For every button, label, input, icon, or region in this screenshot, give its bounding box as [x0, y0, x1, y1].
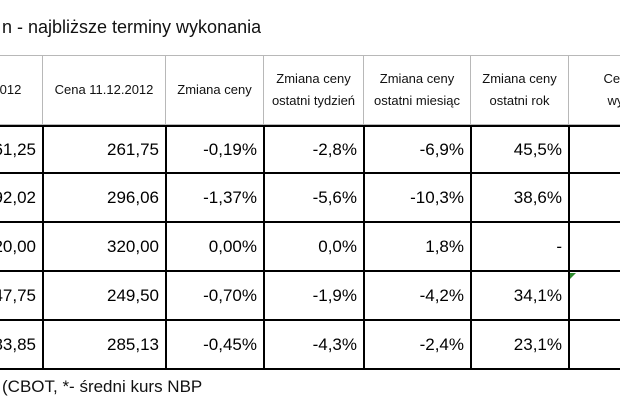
- table-cell: 34,1%: [470, 270, 570, 321]
- header-text: wyraż: [607, 93, 620, 108]
- table-cell: 38,6%: [470, 172, 570, 223]
- header-text: ostatni rok: [489, 93, 550, 108]
- header-text: Cena 1: [603, 71, 620, 86]
- header-cell: Zmiana ceny ostatni miesiąc: [363, 55, 471, 125]
- table-cell: [568, 221, 620, 272]
- table-cell: 61,25: [0, 125, 44, 174]
- header-text: Zmiana ceny: [482, 71, 557, 86]
- table-cell: 0,00%: [165, 221, 265, 272]
- header-cell: Cena 11.12.2012: [42, 55, 166, 125]
- header-cell: Cena 1 wyraż: [568, 55, 620, 125]
- table-cell: 45,5%: [470, 125, 570, 174]
- table-cell: 92,02: [0, 172, 44, 223]
- table-cell: 20,00: [0, 221, 44, 272]
- table-cell: -2,4%: [363, 319, 472, 370]
- table-cell: 261,75: [42, 125, 167, 174]
- table-cell: [568, 172, 620, 223]
- header-cell: Zmiana ceny ostatni tydzień: [263, 55, 364, 125]
- table-cell: 47,75: [0, 270, 44, 321]
- header-cell: Zmiana ceny ostatni rok: [470, 55, 569, 125]
- header-text: 2.2012: [0, 82, 22, 97]
- table-cell: -6,9%: [363, 125, 472, 174]
- table-cell: -2,8%: [263, 125, 365, 174]
- table-cell: -4,2%: [363, 270, 472, 321]
- table-cell: 320,00: [42, 221, 167, 272]
- header-text: ostatni tydzień: [271, 93, 356, 108]
- table-cell: 296,06: [42, 172, 167, 223]
- table-cell: 83,85: [0, 319, 44, 370]
- table-cell: -1,37%: [165, 172, 265, 223]
- header-text: Zmiana ceny: [379, 71, 455, 86]
- table-cell: -0,19%: [165, 125, 265, 174]
- table-cell: -0,70%: [165, 270, 265, 321]
- sheet-footer: (CBOT, *- średni kurs NBP: [2, 377, 203, 396]
- header-text: Zmiana ceny: [276, 71, 351, 86]
- table-cell: -1,9%: [263, 270, 365, 321]
- table-cell: [568, 270, 620, 321]
- cell-marker: [568, 273, 576, 281]
- table-cell: [568, 319, 620, 370]
- table-cell: 1,8%: [363, 221, 472, 272]
- table-cell: -10,3%: [363, 172, 472, 223]
- table-cell: -4,3%: [263, 319, 365, 370]
- table-cell: 249,50: [42, 270, 167, 321]
- table-cell: -: [470, 221, 570, 272]
- table-cell: 0,0%: [263, 221, 365, 272]
- table-cell: [568, 125, 620, 174]
- header-cell: Zmiana ceny: [165, 55, 264, 125]
- table-cell: 285,13: [42, 319, 167, 370]
- table-cell: -5,6%: [263, 172, 365, 223]
- header-text: Zmiana ceny: [177, 82, 252, 97]
- header-text: ostatni miesiąc: [374, 93, 460, 108]
- sheet-title: n - najbliższe terminy wykonania: [2, 16, 262, 37]
- table-cell: -0,45%: [165, 319, 265, 370]
- header-text: Cena 11.12.2012: [54, 82, 154, 97]
- header-cell: 2.2012: [0, 55, 43, 125]
- table-cell: 23,1%: [470, 319, 570, 370]
